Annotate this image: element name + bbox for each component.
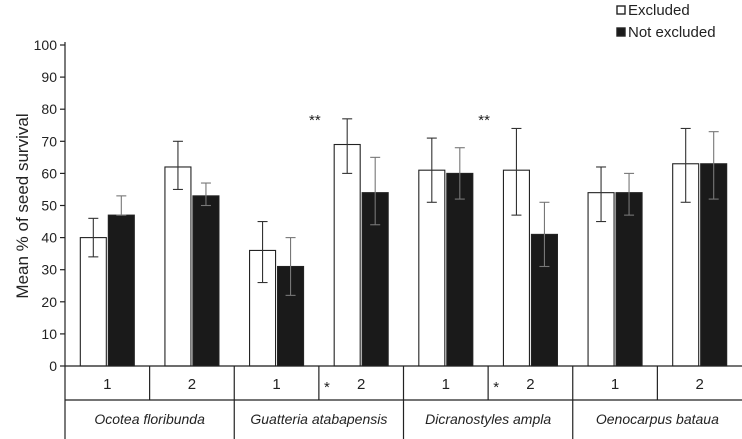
species-label: Dicranostyles ampla	[425, 411, 551, 427]
y-tick-label: 90	[41, 69, 57, 85]
species-label: Guatteria atabapensis	[250, 411, 387, 427]
bar-excluded	[333, 143, 361, 367]
y-tick-label: 0	[49, 358, 57, 374]
species-label: Oenocarpus bataua	[596, 411, 719, 427]
x-tick-label: 1	[272, 376, 280, 393]
x-tick-label: 1	[442, 376, 450, 393]
legend-swatch-not-excluded	[616, 27, 626, 37]
significance-marker: *	[324, 379, 330, 396]
y-tick-label: 70	[41, 133, 57, 149]
y-tick-label: 80	[41, 101, 57, 117]
bar-excluded	[79, 237, 107, 367]
y-axis-title: Mean % of seed survival	[13, 113, 32, 298]
species-label: Ocotea floribunda	[94, 411, 205, 427]
y-tick-label: 60	[41, 165, 57, 181]
bar-not-excluded	[446, 172, 474, 367]
legend-label-not-excluded: Not excluded	[628, 24, 716, 41]
bar-series	[79, 143, 728, 367]
bar-not-excluded	[615, 192, 643, 367]
y-tick-label: 40	[41, 230, 57, 246]
legend: Excluded Not excluded	[616, 2, 716, 41]
y-tick-label: 50	[41, 198, 57, 214]
x-tick-label: 2	[526, 376, 534, 393]
bar-excluded	[164, 166, 192, 367]
legend-label-excluded: Excluded	[628, 2, 690, 19]
x-tick-label: 2	[357, 376, 365, 393]
y-tick-label: 100	[34, 37, 58, 53]
significance-marker: **	[309, 112, 321, 129]
y-axis: 0 10 20 30 40 50 60 70 80 90 100	[34, 37, 66, 374]
error-bars	[88, 118, 719, 296]
bar-not-excluded	[107, 214, 135, 367]
x-axis: 1 2 1 2 1 2 1 2 Ocotea floribunda Guatteria ataba…	[64, 365, 742, 439]
y-tick-label: 20	[41, 294, 57, 310]
x-tick-label: 1	[103, 376, 111, 393]
y-tick-label: 10	[41, 326, 57, 342]
bar-not-excluded	[192, 195, 220, 367]
x-tick-label: 2	[188, 376, 196, 393]
y-tick-label: 30	[41, 262, 57, 278]
legend-swatch-excluded	[616, 5, 626, 15]
significance-marker: **	[478, 112, 490, 129]
x-tick-label: 1	[611, 376, 619, 393]
significance-marker: *	[493, 379, 499, 396]
significance-annotations: ** *** *	[309, 112, 499, 396]
x-tick-label: 2	[696, 376, 704, 393]
